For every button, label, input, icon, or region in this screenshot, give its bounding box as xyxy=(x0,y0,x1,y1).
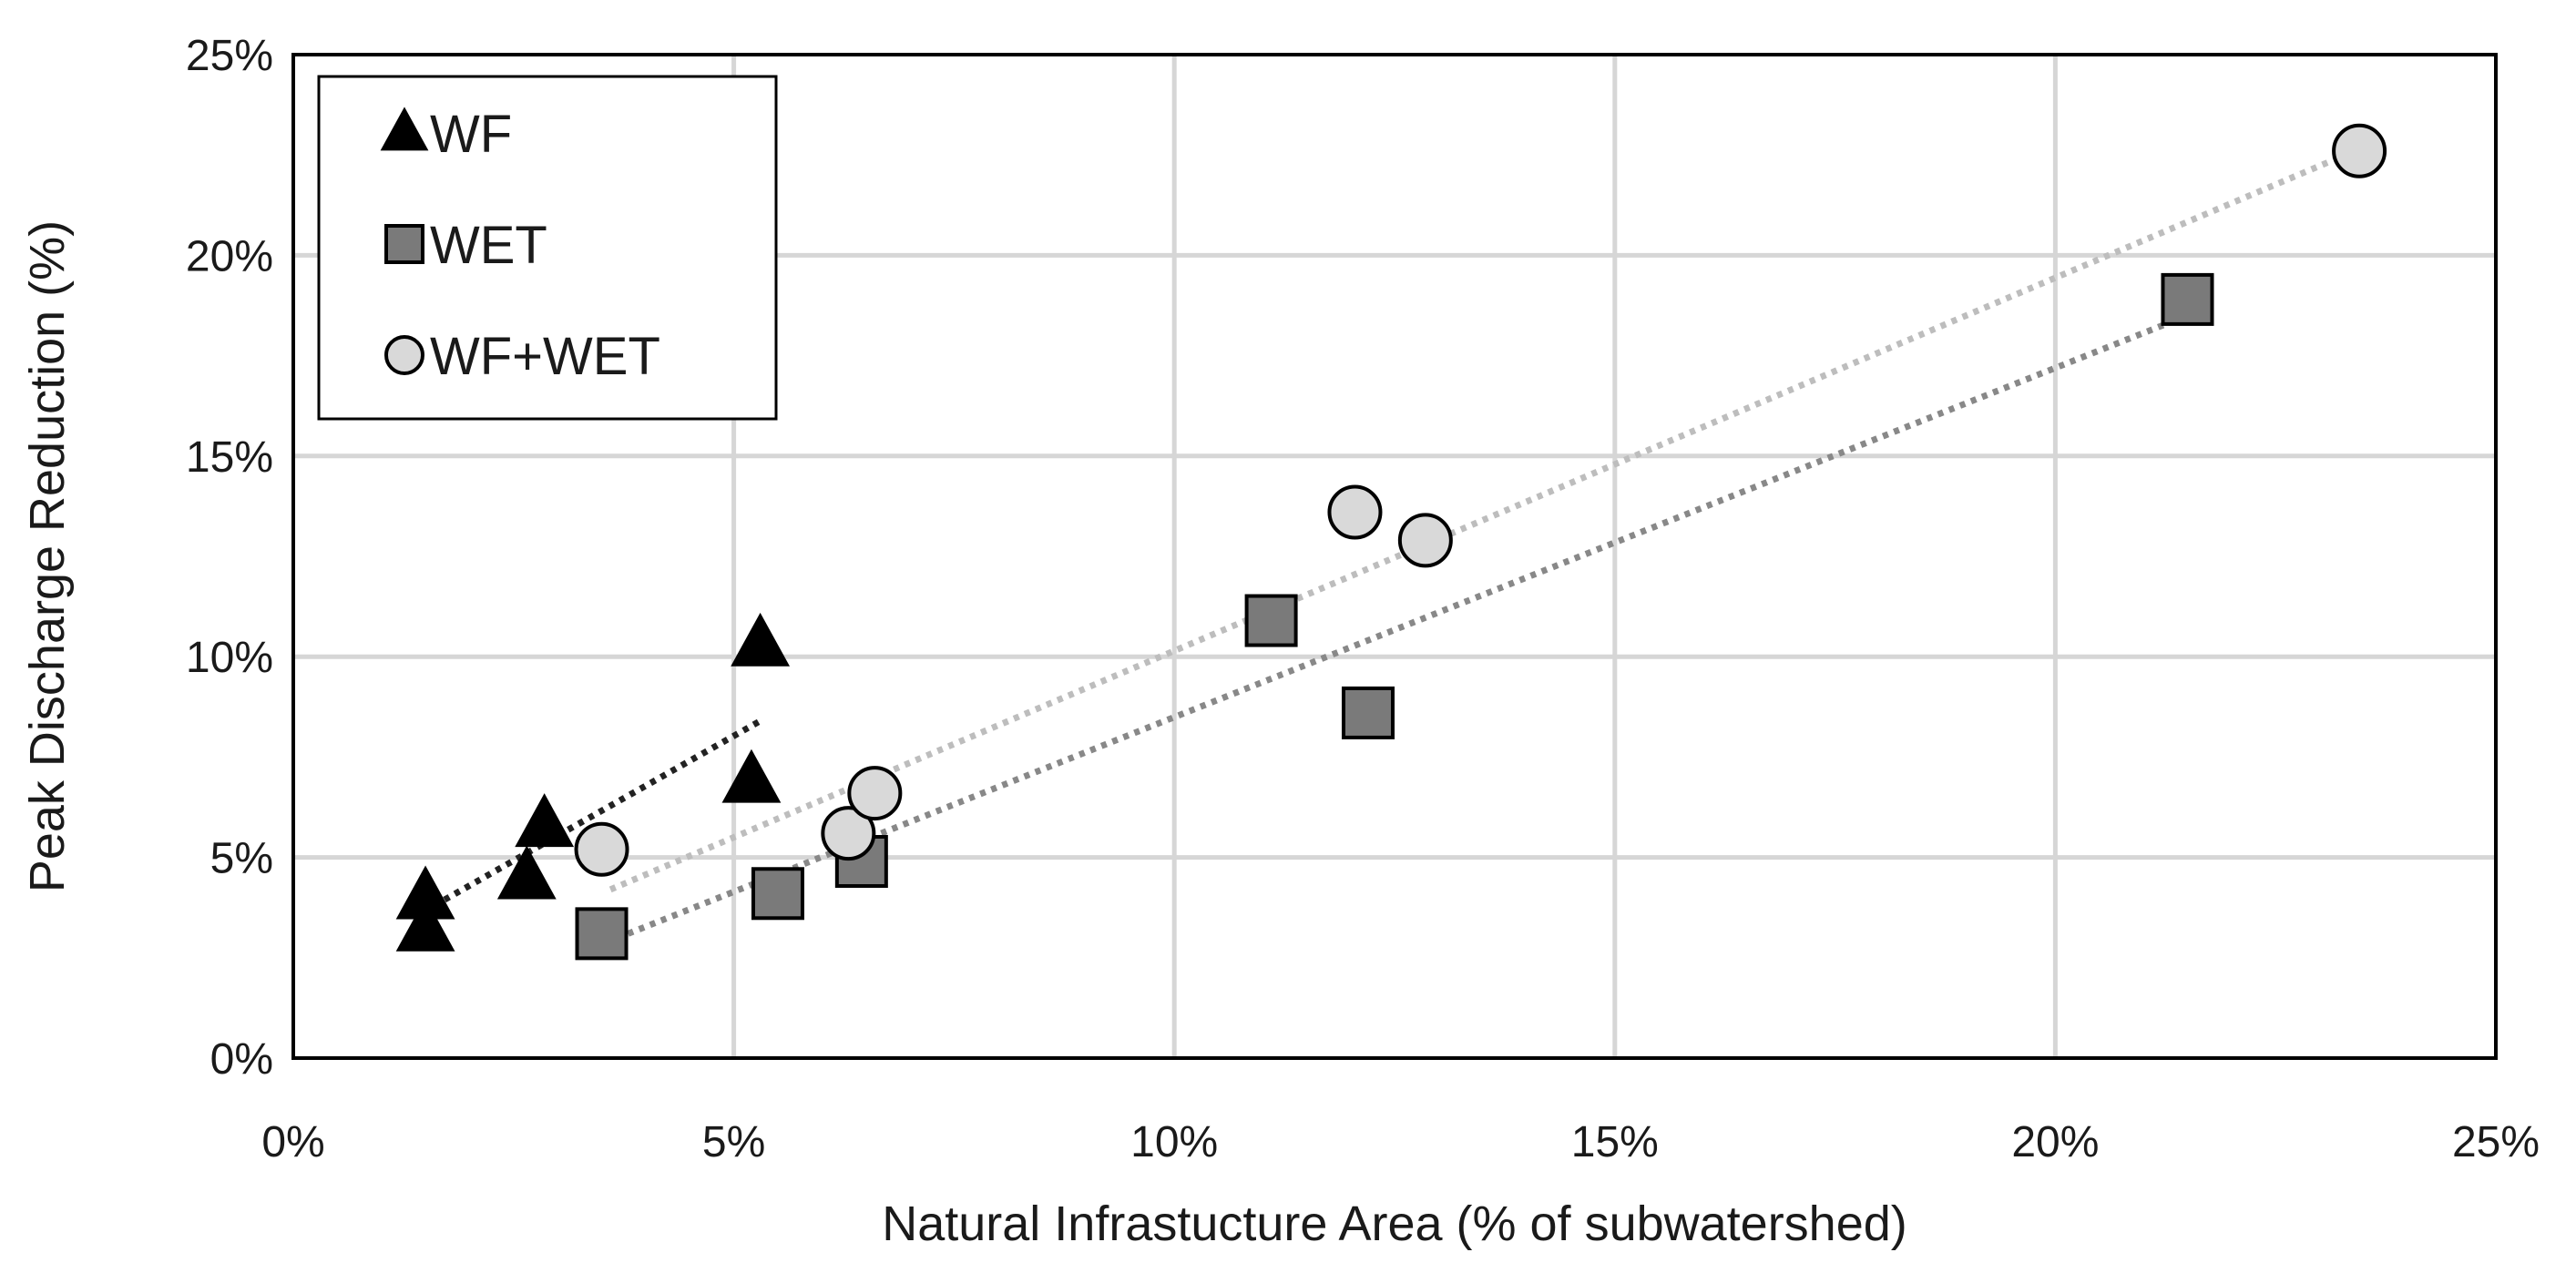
tick-labels: 0% 5% 10% 15% 20% 25% 0% 5% 10% 15% 20% 25% xyxy=(186,32,2540,1166)
legend-marker-wet xyxy=(384,224,424,264)
legend-marker-wf xyxy=(380,107,429,151)
data-point-wf-wet xyxy=(821,806,876,861)
y-tick-label: 25% xyxy=(186,32,273,80)
x-tick-label: 25% xyxy=(2452,1118,2540,1166)
data-point-wet xyxy=(575,907,629,961)
data-point-wet xyxy=(1341,686,1395,739)
legend-marker-wf-wet xyxy=(384,335,424,375)
data-markers xyxy=(395,123,2387,961)
y-tick-label: 10% xyxy=(186,634,273,682)
gridlines xyxy=(293,55,2496,1058)
data-point-wf xyxy=(395,865,455,920)
y-tick-label: 20% xyxy=(186,232,273,280)
trendline-wf-wet xyxy=(608,148,2356,893)
y-tick-label: 15% xyxy=(186,433,273,482)
y-axis-title: Peak Discharge Reduction (%) xyxy=(20,220,75,892)
x-tick-label: 5% xyxy=(702,1118,765,1166)
trendline-wet xyxy=(627,312,2189,937)
x-tick-label: 0% xyxy=(261,1118,324,1166)
data-point-wf-wet xyxy=(1327,484,1383,540)
x-axis-title: Natural Infrastucture Area (% of subwate… xyxy=(882,1196,1907,1251)
legend-label: WET xyxy=(430,216,547,275)
data-point-wet xyxy=(1244,594,1298,647)
legend-label: WF xyxy=(430,105,512,164)
x-tick-label: 20% xyxy=(2011,1118,2099,1166)
legend-label: WF+WET xyxy=(430,327,660,386)
x-tick-label: 10% xyxy=(1130,1118,1218,1166)
data-point-wf xyxy=(515,793,575,848)
data-point-wet xyxy=(751,867,804,921)
data-point-wf xyxy=(395,897,455,952)
y-tick-label: 0% xyxy=(210,1035,273,1084)
plot-area-frame xyxy=(291,53,2498,1060)
y-tick-label: 5% xyxy=(210,835,273,883)
legend: WF WET WF+WET xyxy=(317,75,778,421)
legend-item-wet: WET xyxy=(384,216,547,275)
trendline-wf xyxy=(433,718,762,909)
data-point-wf-wet xyxy=(1397,513,1453,568)
legend-item-wf: WF xyxy=(380,105,512,164)
data-point-wf-wet xyxy=(574,821,629,877)
data-point-wf-wet xyxy=(847,766,903,821)
x-tick-label: 15% xyxy=(1571,1118,1659,1166)
trendlines xyxy=(433,148,2356,937)
data-point-wf xyxy=(731,612,791,667)
data-point-wet xyxy=(2161,272,2214,326)
data-point-wf xyxy=(721,748,782,803)
data-point-wf xyxy=(496,845,557,900)
legend-item-wf-wet: WF+WET xyxy=(384,327,660,386)
data-point-wf-wet xyxy=(2332,123,2387,178)
